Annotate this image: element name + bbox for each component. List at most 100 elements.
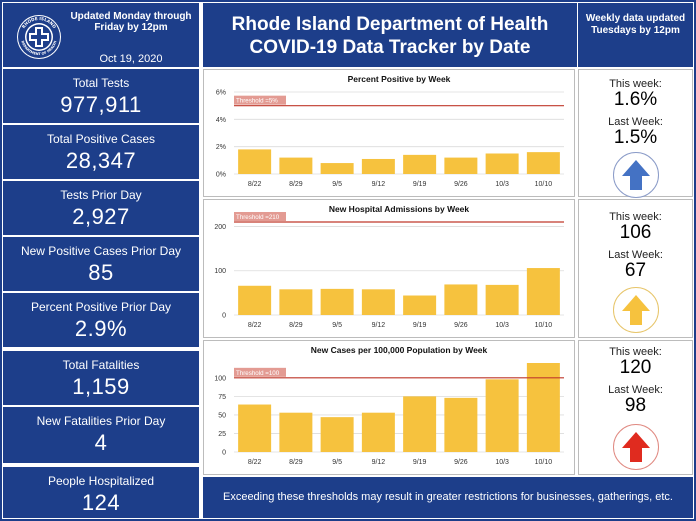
bar-8/22: [238, 404, 272, 452]
this-week-label: This week:: [609, 78, 662, 90]
stat-label: New Positive Cases Prior Day: [20, 244, 182, 258]
threshold-label-bg: [234, 367, 286, 377]
x-tick-label: 9/19: [413, 322, 427, 329]
bar-9/5: [320, 163, 354, 174]
bar-9/19: [403, 295, 437, 315]
x-tick-label: 9/5: [332, 181, 342, 188]
last-week-value: 98: [624, 395, 647, 416]
bar-10/10: [526, 268, 560, 315]
last-week-label: Last Week:: [608, 249, 663, 261]
x-tick-label: 10/10: [535, 459, 553, 466]
y-tick-label: 0%: [216, 172, 226, 179]
stat-tests-prior-day: Tests Prior Day 2,927: [3, 181, 199, 235]
stat-label: Percent Positive Prior Day: [30, 300, 172, 314]
chart-title: New Hospital Admissions by Week: [329, 204, 470, 214]
last-week-value: 1.5%: [613, 127, 658, 148]
stat-value: 28,347: [65, 148, 137, 173]
weekly-hospital-admissions: This week: 106 Last Week: 67: [578, 199, 693, 338]
x-tick-label: 9/26: [454, 322, 468, 329]
stat-label: Total Tests: [72, 76, 130, 90]
x-tick-label: 9/26: [454, 181, 468, 188]
stat-label: People Hospitalized: [47, 474, 155, 488]
weekly-cases-per-100k: This week: 120 Last Week: 98: [578, 340, 693, 475]
bar-10/3: [485, 379, 519, 452]
stat-label: Tests Prior Day: [60, 188, 142, 202]
y-tick-label: 6%: [216, 90, 226, 97]
bar-9/19: [403, 154, 437, 174]
bar-9/26: [444, 157, 478, 174]
bar-8/29: [279, 157, 313, 174]
stat-total-tests: Total Tests 977,911: [3, 69, 199, 123]
page-title-banner: Rhode Island Department of Health COVID-…: [203, 3, 577, 67]
stat-label: New Fatalities Prior Day: [36, 414, 166, 428]
chart-hospital-admissions-panel: New Hospital Admissions by Week 0 100 200 8/…: [203, 199, 575, 338]
chart-cases-per-100k-panel: New Cases per 100,000 Population by Week…: [203, 340, 575, 475]
this-week-label: This week:: [609, 211, 662, 223]
x-tick-label: 8/22: [248, 322, 262, 329]
y-tick-label: 2%: [216, 144, 226, 151]
bar-9/26: [444, 284, 478, 315]
x-tick-label: 9/12: [372, 322, 386, 329]
chart-cases-per-100k: New Cases per 100,000 Population by Week…: [214, 345, 564, 466]
chart-title: Percent Positive by Week: [348, 74, 451, 84]
last-week-value: 67: [624, 260, 647, 281]
chart-title: New Cases per 100,000 Population by Week: [311, 345, 488, 355]
this-week-value: 120: [619, 357, 652, 378]
x-tick-label: 10/10: [535, 181, 553, 188]
chart-percent-positive: Percent Positive by Week 0% 2% 4% 6% 8/22 8/29…: [216, 74, 564, 188]
bar-9/12: [361, 412, 395, 452]
y-tick-label: 0: [222, 450, 226, 457]
x-tick-label: 9/5: [332, 459, 342, 466]
x-tick-label: 10/10: [535, 322, 553, 329]
x-tick-label: 9/19: [413, 181, 427, 188]
bar-10/3: [485, 284, 519, 315]
chart-hospital-admissions: New Hospital Admissions by Week 0 100 200 8/…: [214, 204, 564, 329]
y-tick-label: 25: [218, 431, 226, 438]
y-tick-label: 100: [214, 375, 226, 382]
up-arrow-red-icon: [612, 424, 659, 470]
x-tick-label: 9/5: [332, 322, 342, 329]
x-tick-label: 9/26: [454, 459, 468, 466]
stat-label: Total Fatalities: [62, 358, 140, 372]
bar-8/29: [279, 412, 313, 452]
ri-health-seal-logo: RHODE ISLAND DEPARTMENT OF HEALTH: [17, 15, 61, 59]
chart-percent-positive-panel: Percent Positive by Week 0% 2% 4% 6% 8/22 8/29…: [203, 69, 575, 197]
update-schedule-text: Updated Monday through Friday by 12pm: [70, 11, 192, 33]
up-arrow-blue-icon: [612, 152, 659, 198]
this-week-value: 1.6%: [613, 89, 658, 110]
bar-9/12: [361, 158, 395, 174]
threshold-label-bg: [234, 95, 286, 105]
update-date: Oct 19, 2020: [99, 53, 163, 65]
bar-10/3: [485, 153, 519, 174]
x-tick-label: 9/19: [413, 459, 427, 466]
page-title: Rhode Island Department of Health: [231, 14, 549, 35]
y-tick-label: 200: [214, 224, 226, 231]
last-week-label: Last Week:: [608, 384, 663, 396]
weekly-percent-positive: This week: 1.6% Last Week: 1.5%: [578, 69, 693, 198]
y-tick-label: 4%: [216, 117, 226, 124]
threshold-label: Threshold =210: [236, 214, 280, 221]
bar-10/10: [526, 152, 560, 174]
stat-people-hospitalized: People Hospitalized 124: [3, 467, 199, 518]
bar-8/29: [279, 289, 313, 315]
x-tick-label: 9/12: [372, 459, 386, 466]
y-tick-label: 100: [214, 268, 226, 275]
header-update-panel: RHODE ISLAND DEPARTMENT OF HEALTH Update…: [3, 3, 199, 67]
last-week-label: Last Week:: [608, 116, 663, 128]
stat-value: 2.9%: [74, 316, 128, 341]
bar-9/12: [361, 289, 395, 315]
bar-9/26: [444, 397, 478, 452]
stat-value: 124: [81, 490, 121, 515]
stat-percent-positive-prior-day: Percent Positive Prior Day 2.9%: [3, 293, 199, 347]
y-tick-label: 75: [218, 394, 226, 401]
stat-value: 977,911: [60, 92, 142, 117]
bar-9/19: [403, 396, 437, 452]
threshold-label: Threshold =100: [236, 370, 280, 377]
stat-new-positive-cases-prior-day: New Positive Cases Prior Day 85: [3, 237, 199, 291]
this-week-label: This week:: [609, 346, 662, 358]
stat-new-fatalities-prior-day: New Fatalities Prior Day 4: [3, 407, 199, 463]
stat-value: 4: [94, 430, 108, 455]
bar-9/5: [320, 288, 354, 315]
this-week-value: 106: [619, 222, 652, 243]
threshold-label: Threshold =5%: [236, 98, 278, 105]
